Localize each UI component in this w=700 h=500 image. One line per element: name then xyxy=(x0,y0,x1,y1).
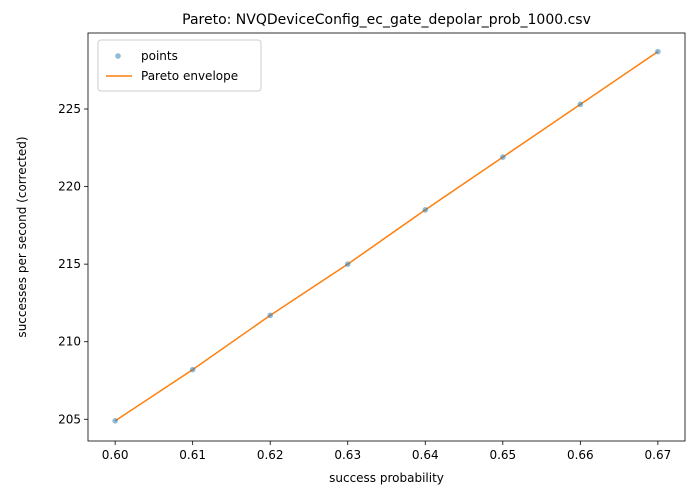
legend-marker-points xyxy=(115,53,121,59)
x-axis-label: success probability xyxy=(329,471,444,485)
data-point xyxy=(267,312,274,319)
y-tick-label: 205 xyxy=(58,412,81,426)
data-point xyxy=(344,261,351,267)
x-tick-label: 0.63 xyxy=(334,448,361,462)
y-tick-label: 215 xyxy=(58,257,81,271)
x-tick-label: 0.67 xyxy=(645,448,672,462)
x-tick-label: 0.61 xyxy=(179,448,206,462)
x-tick-label: 0.65 xyxy=(489,448,516,462)
data-point xyxy=(189,366,196,373)
x-tick-label: 0.64 xyxy=(412,448,439,462)
y-tick-label: 225 xyxy=(58,102,81,116)
y-tick-label: 220 xyxy=(58,180,81,194)
legend: points Pareto envelope xyxy=(97,39,262,92)
x-tick-label: 0.62 xyxy=(257,448,284,462)
pareto-envelope-line xyxy=(114,50,659,422)
y-axis: 205 210 215 220 225 xyxy=(58,102,88,426)
legend-label: points xyxy=(141,49,178,63)
data-point xyxy=(500,154,506,160)
plot-frame xyxy=(87,32,686,442)
data-point xyxy=(655,48,661,55)
legend-box xyxy=(97,39,262,92)
chart-title: Pareto: NVQDeviceConfig_ec_gate_depolar_… xyxy=(182,12,591,28)
x-tick-label: 0.66 xyxy=(567,448,594,462)
y-axis-label: successes per second (corrected) xyxy=(15,136,29,337)
x-tick-label: 0.60 xyxy=(102,448,129,462)
x-axis: 0.60 0.61 0.62 0.63 0.64 0.65 0.66 0.67 xyxy=(102,441,671,462)
plot-area xyxy=(87,32,686,442)
data-point xyxy=(577,101,584,108)
legend-label: Pareto envelope xyxy=(141,69,238,83)
data-point xyxy=(112,418,118,424)
y-tick-label: 210 xyxy=(58,335,81,349)
data-point xyxy=(422,207,429,213)
